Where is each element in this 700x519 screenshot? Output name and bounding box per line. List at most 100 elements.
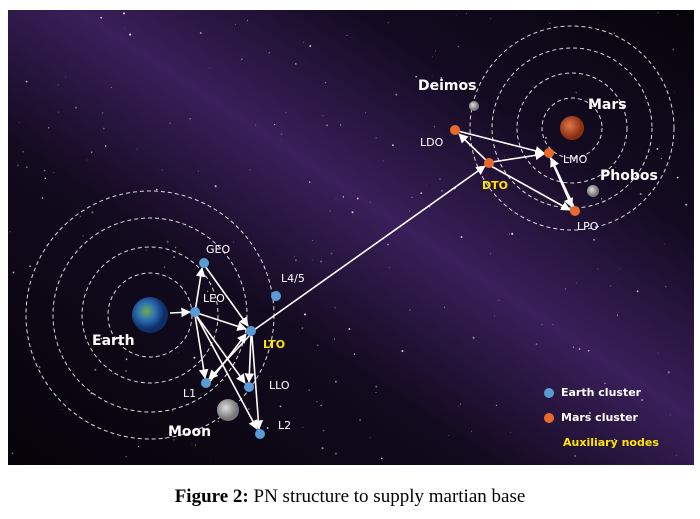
node-label: Earth — [92, 333, 135, 349]
node-label: LMO — [563, 153, 588, 166]
star — [380, 457, 383, 460]
star — [166, 240, 169, 243]
star — [657, 12, 659, 14]
star — [660, 157, 663, 160]
star — [308, 389, 310, 391]
star — [44, 177, 46, 180]
star — [285, 112, 287, 114]
earth-planet — [132, 297, 168, 333]
star — [672, 48, 675, 51]
star — [320, 404, 322, 407]
node-label: LEO — [203, 292, 225, 305]
star — [17, 164, 19, 167]
node-label: DTO — [482, 179, 508, 192]
star — [335, 198, 337, 200]
mars-orbits — [469, 25, 675, 231]
legend: Earth cluster Mars cluster Auxiliary nod… — [544, 386, 659, 449]
star — [472, 336, 475, 339]
star — [129, 33, 132, 36]
star — [369, 436, 371, 438]
star — [346, 34, 348, 36]
star — [79, 215, 82, 218]
node-label: L4/5 — [281, 272, 305, 285]
node-label: L2 — [278, 419, 291, 432]
star — [104, 145, 107, 147]
star — [677, 13, 679, 15]
star — [657, 352, 659, 354]
star — [509, 83, 511, 85]
node-label: LDO — [420, 136, 444, 149]
star — [541, 324, 543, 326]
star — [471, 430, 473, 432]
star — [656, 147, 659, 150]
star — [665, 286, 667, 288]
star — [174, 246, 177, 249]
star — [460, 235, 463, 239]
star — [610, 285, 612, 287]
star — [511, 232, 514, 235]
star — [359, 419, 362, 422]
stars — [9, 12, 688, 463]
star — [163, 266, 166, 268]
star — [125, 370, 127, 372]
legend-entry: Earth cluster — [561, 386, 642, 399]
star — [173, 439, 175, 441]
star — [18, 122, 20, 124]
star — [375, 385, 378, 388]
star — [193, 356, 196, 359]
star — [100, 16, 103, 19]
star — [161, 169, 163, 171]
star — [311, 259, 313, 261]
star — [604, 382, 606, 384]
star — [206, 290, 209, 293]
star — [329, 210, 331, 212]
star — [25, 80, 28, 83]
star — [38, 366, 41, 369]
star — [589, 25, 590, 27]
star — [425, 184, 427, 186]
star — [311, 240, 313, 241]
star — [322, 429, 325, 432]
star — [326, 124, 328, 127]
star — [178, 351, 179, 353]
star — [575, 91, 577, 94]
star — [587, 349, 590, 352]
star — [53, 171, 55, 173]
star — [420, 192, 423, 195]
star — [90, 392, 93, 395]
star — [564, 288, 567, 290]
star — [545, 137, 547, 139]
star — [597, 268, 599, 270]
star — [676, 176, 679, 179]
star — [457, 405, 459, 407]
star — [401, 350, 404, 353]
star — [434, 50, 437, 52]
star — [614, 438, 616, 441]
caption-label: Figure 2: — [174, 486, 249, 507]
star — [169, 122, 171, 124]
star — [411, 196, 413, 198]
star — [356, 197, 359, 200]
star — [664, 243, 665, 245]
phobos-body — [587, 185, 599, 197]
star — [136, 148, 138, 150]
edges — [169, 130, 575, 430]
star — [198, 275, 199, 277]
star — [387, 243, 389, 246]
star — [246, 19, 248, 21]
legend-entry: Mars cluster — [561, 411, 639, 424]
star — [572, 346, 575, 348]
star — [48, 127, 50, 129]
star — [615, 166, 617, 168]
star — [155, 188, 158, 191]
star — [548, 73, 550, 75]
star — [222, 379, 224, 382]
star — [320, 260, 323, 263]
star — [613, 32, 616, 35]
star — [182, 225, 184, 227]
star — [266, 427, 269, 429]
star — [619, 267, 621, 269]
moon-body — [217, 399, 239, 421]
star — [504, 155, 505, 157]
star — [197, 170, 199, 172]
